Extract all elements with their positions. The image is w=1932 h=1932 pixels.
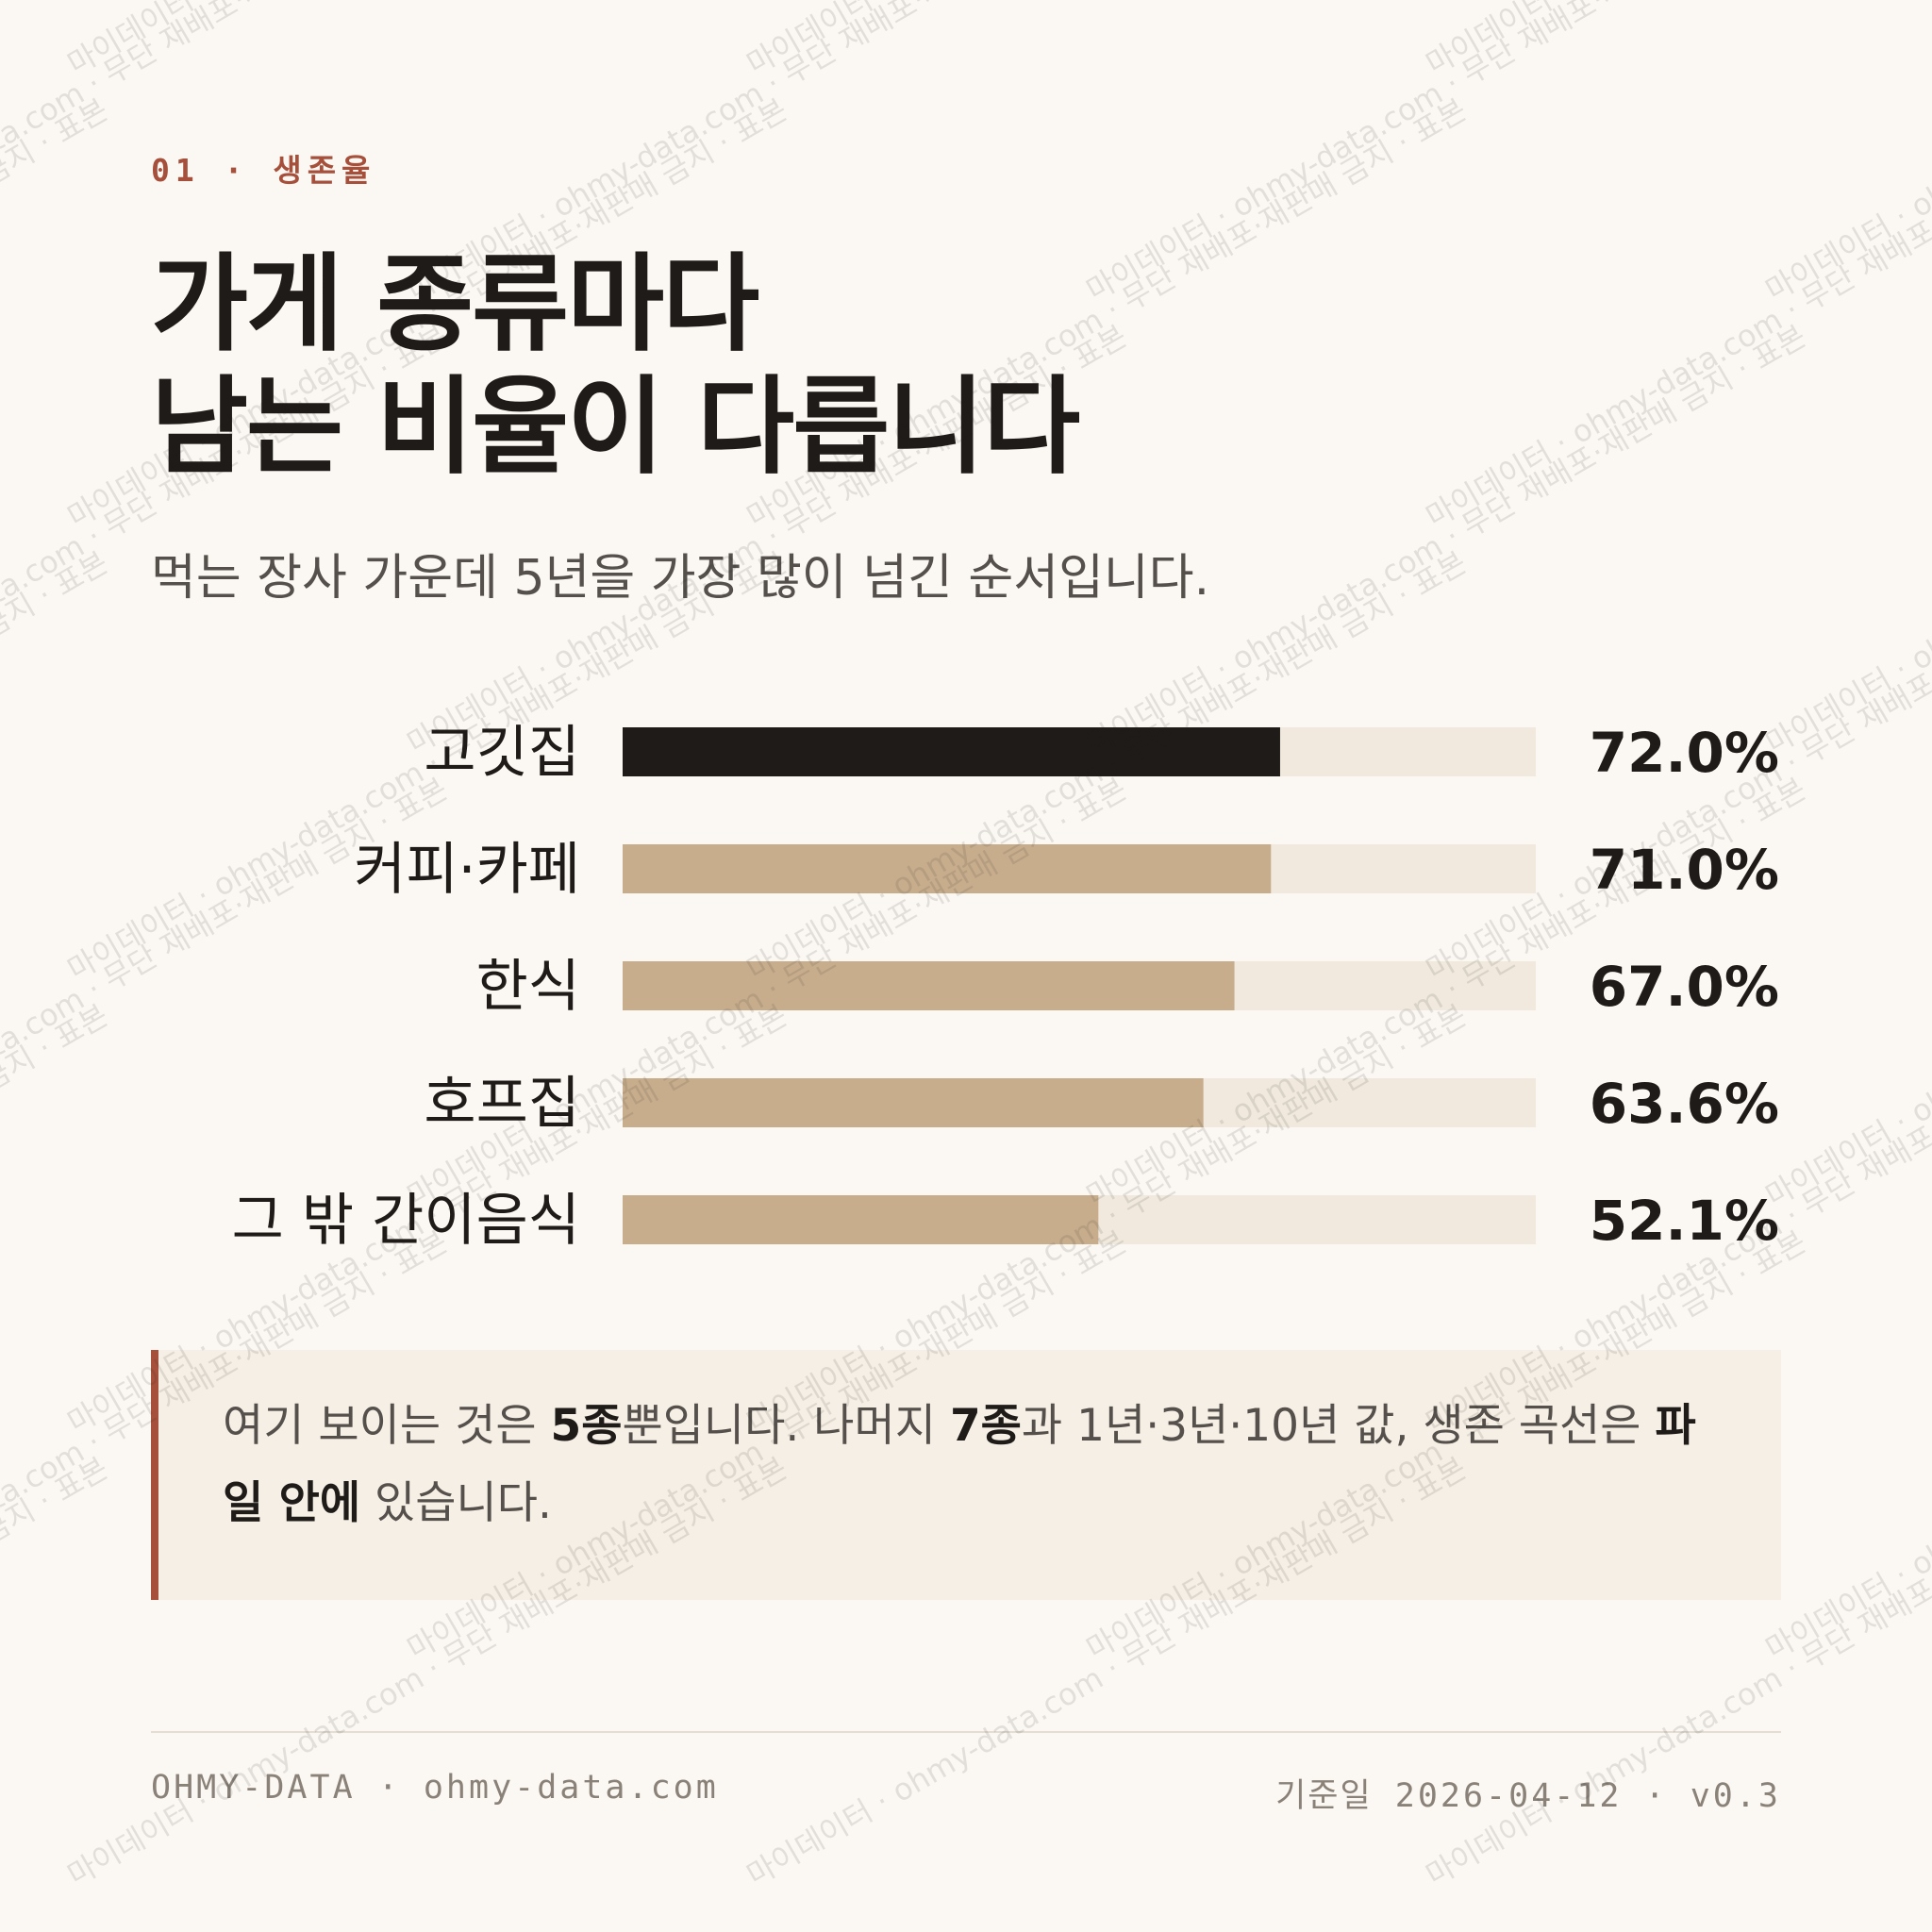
bar <box>623 961 1235 1010</box>
page-subtitle: 먹는 장사 가운데 5년을 가장 많이 넘긴 순서입니다. <box>151 550 1210 607</box>
value-label: 67.0% <box>1590 955 1779 1019</box>
bar-row: 커피·카페 71.0% <box>354 837 1779 903</box>
category-label: 고깃집 <box>424 720 580 786</box>
footer-brand: OHMY-DATA · ohmy-data.com <box>151 1769 719 1807</box>
watermark-text: 마이데이터 · ohmy-data.com · 무단 재배포·재판매 금지 · … <box>1420 92 1932 535</box>
footer-date-value: 2026-04-12 · v0.3 <box>1372 1777 1781 1815</box>
value-label: 72.0% <box>1590 721 1779 785</box>
bar-row: 고깃집 72.0% <box>424 720 1779 786</box>
watermark-text: 마이데이터 · ohmy-data.com · 무단 재배포·재판매 금지 · … <box>1759 1224 1932 1667</box>
watermark-text: 마이데이터 · ohmy-data.com · 무단 재배포·재판매 금지 · … <box>1420 0 1932 82</box>
note-box: 여기 보이는 것은 5종뿐입니다. 나머지 7종과 1년·3년·10년 값, 생… <box>151 1350 1781 1600</box>
note-emphasis: 7종 <box>949 1400 1022 1452</box>
page-title: 가게 종류마다 남는 비율이 다릅니다 <box>151 243 1080 489</box>
bar <box>623 844 1272 893</box>
bar-row: 한식 67.0% <box>476 954 1779 1020</box>
bar-row: 호프집 63.6% <box>424 1071 1779 1137</box>
category-label: 한식 <box>476 954 580 1020</box>
footer-divider <box>151 1731 1781 1733</box>
note-emphasis: 파일 안에 <box>223 1400 1696 1529</box>
category-label: 호프집 <box>424 1071 580 1137</box>
watermark-text: 마이데이터 · ohmy-data.com · 무단 재배포·재판매 금지 · … <box>1759 318 1932 761</box>
section-eyebrow: 01 · 생존율 <box>151 152 376 189</box>
title-line-2: 남는 비율이 다릅니다 <box>151 366 1080 489</box>
note-text: 여기 보이는 것은 5종뿐입니다. 나머지 7종과 1년·3년·10년 값, 생… <box>223 1388 1724 1542</box>
category-label: 그 밖 간이음식 <box>232 1188 580 1254</box>
title-line-1: 가게 종류마다 <box>151 243 759 366</box>
value-label: 52.1% <box>1590 1189 1779 1253</box>
note-text-part: 있습니다. <box>360 1477 552 1529</box>
watermark-text: 마이데이터 · ohmy-data.com · 무단 재배포·재판매 금지 · … <box>0 1450 114 1893</box>
watermark-text: 마이데이터 · ohmy-data.com · 무단 재배포·재판매 금지 · … <box>0 92 114 535</box>
bar-row: 그 밖 간이음식 52.1% <box>232 1188 1779 1254</box>
note-text-part: 과 1년·3년·10년 값, 생존 곡선은 <box>1021 1400 1656 1452</box>
bar <box>623 1078 1204 1127</box>
watermark-text: 마이데이터 · ohmy-data.com · 무단 재배포·재판매 금지 · … <box>741 0 1473 82</box>
note-text-part: 뿐입니다. 나머지 <box>622 1400 950 1452</box>
survival-rate-bar-chart: 고깃집 72.0% 커피·카페 71.0% 한식 67.0% 호프집 63.6% 그 밖 간이음… <box>232 720 1779 1254</box>
value-label: 71.0% <box>1590 838 1779 902</box>
value-label: 63.6% <box>1590 1072 1779 1136</box>
category-label: 커피·카페 <box>354 837 580 903</box>
note-emphasis: 5종 <box>550 1400 623 1452</box>
watermark-text: 마이데이터 · ohmy-data.com · 무단 재배포·재판매 금지 · … <box>1759 0 1932 308</box>
bar <box>623 1195 1099 1244</box>
footer-date: 기준일 2026-04-12 · v0.3 <box>1275 1769 1781 1817</box>
watermark-text: 마이데이터 · ohmy-data.com · 무단 재배포·재판매 금지 · … <box>1080 0 1812 308</box>
watermark-text: 마이데이터 · ohmy-data.com · 무단 재배포·재판매 금지 · … <box>61 0 793 82</box>
bar <box>623 727 1280 776</box>
watermark-text: 마이데이터 · ohmy-data.com · 무단 재배포·재판매 금지 · … <box>0 0 114 82</box>
footer-date-label: 기준일 <box>1275 1777 1373 1815</box>
note-text-part: 여기 보이는 것은 <box>223 1400 551 1452</box>
